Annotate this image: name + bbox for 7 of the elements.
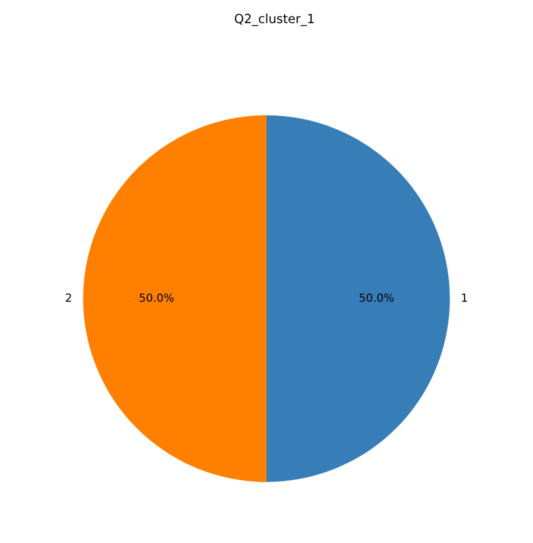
slice-label: 1 (462, 294, 467, 302)
pie-slice (83, 115, 266, 482)
chart-title: Q2_cluster_1 (234, 14, 314, 26)
data-label: 50.0% (140, 293, 174, 302)
data-label: 50.0% (360, 293, 394, 302)
pie-slice (266, 115, 450, 482)
slice-label: 2 (66, 293, 72, 302)
